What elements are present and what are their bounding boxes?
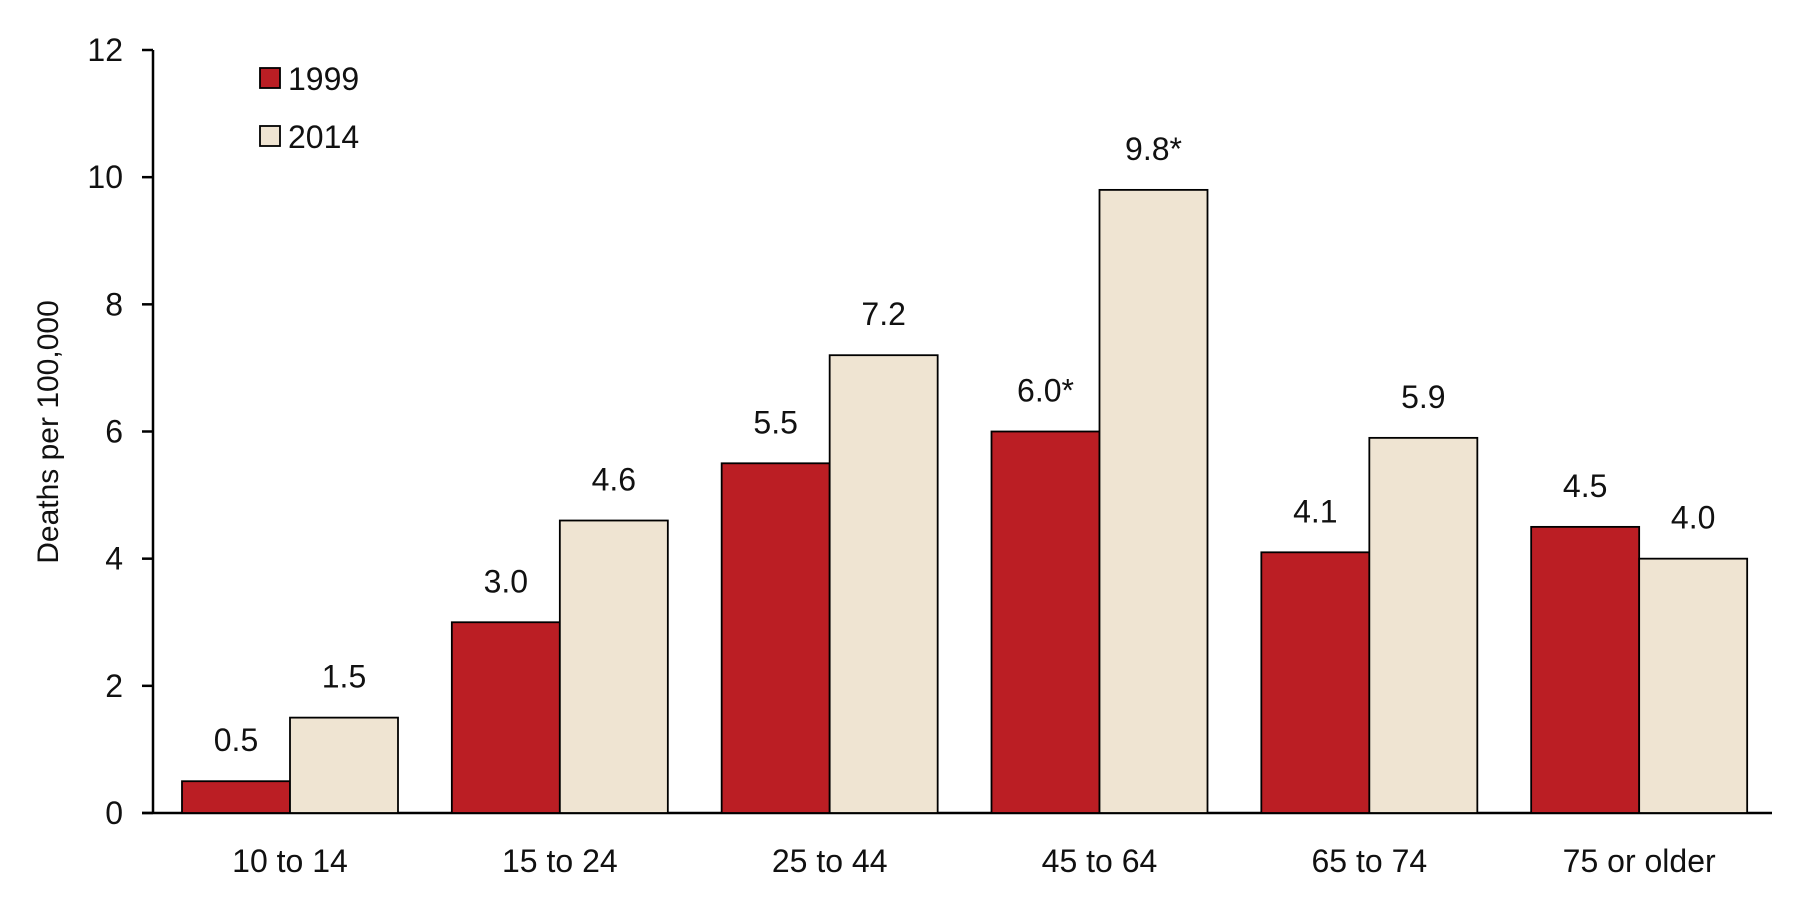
bar-2014-4 xyxy=(1368,436,1479,814)
value-label-1999-3: 6.0* xyxy=(1017,373,1074,409)
bar-1999-3 xyxy=(990,430,1101,814)
value-label-1999-1: 3.0 xyxy=(484,563,528,599)
x-category-label: 45 to 64 xyxy=(1042,843,1158,879)
bar-2014-0 xyxy=(289,716,399,814)
value-labels: 0.5 1.5 3.0 4.6 5.5 7.2 6.0* 9.8* 4.1 5.9 4.5 4.0 xyxy=(214,131,1716,758)
bar-1999-1 xyxy=(450,621,561,814)
legend-swatch-1999 xyxy=(259,67,281,89)
bar-2014-5 xyxy=(1638,557,1749,814)
bar-2014-1 xyxy=(558,519,669,814)
bar-2014-3 xyxy=(1098,188,1209,814)
bar-1999-5 xyxy=(1530,525,1641,814)
value-label-1999-4: 4.1 xyxy=(1293,493,1337,529)
x-category-label: 15 to 24 xyxy=(502,843,618,879)
value-label-2014-4: 5.9 xyxy=(1401,379,1445,415)
bar-1999-4 xyxy=(1260,551,1371,814)
legend-label-1999: 1999 xyxy=(288,61,359,97)
y-tick-label: 8 xyxy=(105,286,123,322)
bars xyxy=(181,188,1749,814)
bar-1999-2 xyxy=(720,462,831,814)
value-label-1999-0: 0.5 xyxy=(214,722,258,758)
value-label-2014-3: 9.8* xyxy=(1125,131,1182,167)
bar-2014-2 xyxy=(828,354,939,814)
bar-1999-0 xyxy=(181,780,291,814)
value-label-2014-1: 4.6 xyxy=(592,462,636,498)
legend: 1999 2014 xyxy=(259,61,359,155)
y-tick-label: 0 xyxy=(105,795,123,831)
value-label-2014-5: 4.0 xyxy=(1671,500,1715,536)
value-label-2014-0: 1.5 xyxy=(322,659,366,695)
y-axis: 0 2 4 6 8 10 12 xyxy=(87,32,155,831)
legend-swatch-2014 xyxy=(259,125,281,147)
value-label-2014-2: 7.2 xyxy=(861,296,905,332)
y-axis-title: Deaths per 100,000 xyxy=(32,300,65,564)
x-category-label: 75 or older xyxy=(1563,843,1716,879)
x-axis: 10 to 14 15 to 24 25 to 44 45 to 64 65 to 74… xyxy=(142,811,1772,879)
x-category-label: 10 to 14 xyxy=(232,843,348,879)
x-category-label: 65 to 74 xyxy=(1312,843,1428,879)
legend-label-2014: 2014 xyxy=(288,119,359,155)
x-category-label: 25 to 44 xyxy=(772,843,888,879)
y-tick-label: 12 xyxy=(87,32,123,68)
y-tick-label: 2 xyxy=(105,668,123,704)
y-tick-label: 6 xyxy=(105,414,123,450)
value-label-1999-2: 5.5 xyxy=(753,404,797,440)
y-tick-label: 4 xyxy=(105,541,123,577)
value-label-1999-5: 4.5 xyxy=(1563,468,1607,504)
y-tick-label: 10 xyxy=(87,159,123,195)
